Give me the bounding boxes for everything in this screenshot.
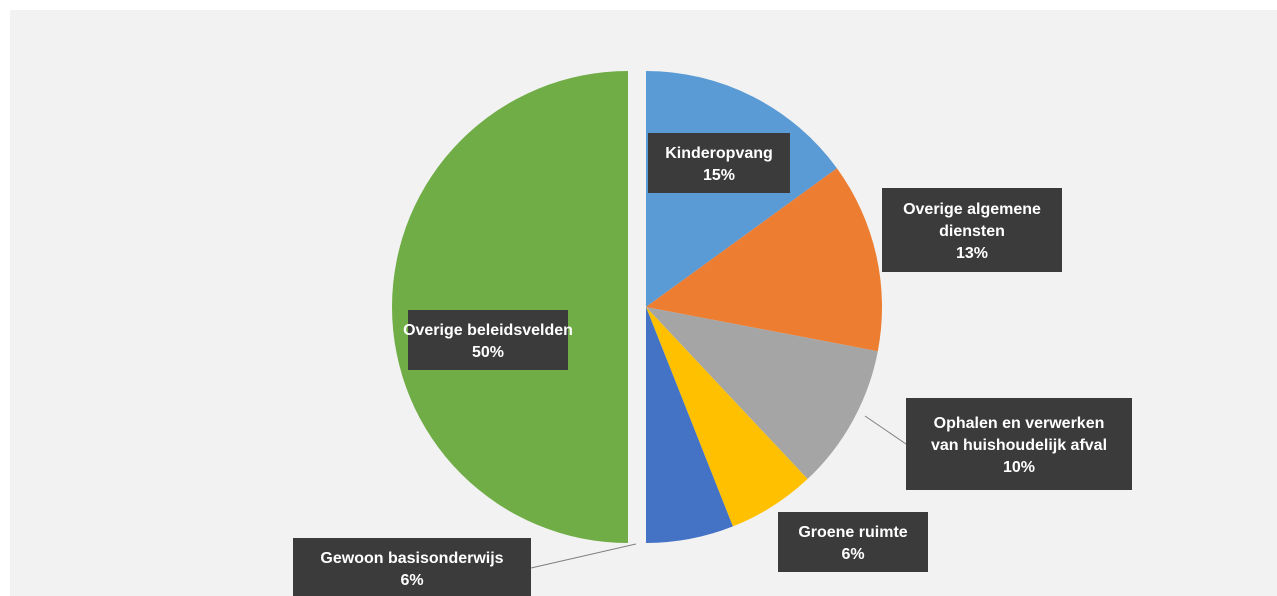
- pie-slice-3: [646, 307, 808, 527]
- leader-line-4: [530, 543, 637, 569]
- data-label-box: [906, 398, 1132, 490]
- data-label-percent: 10%: [1003, 459, 1035, 476]
- data-label-box: [293, 538, 531, 596]
- pie-chart: Kinderopvang 15% Overige algemene diensten 1…: [293, 71, 1132, 596]
- data-label-category: van huishoudelijk afval: [931, 437, 1107, 454]
- data-label-box: [778, 512, 928, 572]
- data-label-box: [408, 310, 568, 370]
- pie-slice-2: [646, 307, 878, 480]
- data-label-box: [648, 133, 790, 193]
- data-label-4: Gewoon basisonderwijs 6%: [293, 538, 531, 596]
- data-label-percent: 13%: [956, 245, 988, 262]
- pie-slice-1: [646, 168, 882, 352]
- data-label-box: [882, 188, 1062, 272]
- data-label-category: Groene ruimte: [798, 524, 907, 541]
- data-label-percent: 6%: [400, 572, 423, 589]
- data-label-percent: 50%: [472, 344, 504, 361]
- data-label-category: diensten: [939, 223, 1005, 240]
- chart-area: Kinderopvang 15% Overige algemene diensten 1…: [10, 10, 1277, 596]
- data-label-2: Ophalen en verwerken van huishoudelijk af…: [906, 398, 1132, 490]
- data-label-category: Gewoon basisonderwijs: [320, 550, 503, 567]
- data-label-5: Overige beleidsvelden 50%: [403, 310, 573, 370]
- data-label-percent: 15%: [703, 167, 735, 184]
- data-label-category: Overige beleidsvelden: [403, 322, 573, 339]
- data-label-1: Overige algemene diensten 13%: [882, 188, 1062, 272]
- pie-slice-4: [646, 307, 733, 543]
- data-label-category: Overige algemene: [903, 201, 1041, 218]
- data-label-percent: 6%: [841, 546, 864, 563]
- data-label-category: Ophalen en verwerken: [934, 415, 1105, 432]
- data-label-0: Kinderopvang 15%: [648, 133, 790, 193]
- data-label-3: Groene ruimte 6%: [778, 512, 928, 572]
- data-label-category: Kinderopvang: [665, 145, 773, 162]
- leader-line-2: [864, 415, 907, 445]
- pie-slice-5: [392, 71, 628, 543]
